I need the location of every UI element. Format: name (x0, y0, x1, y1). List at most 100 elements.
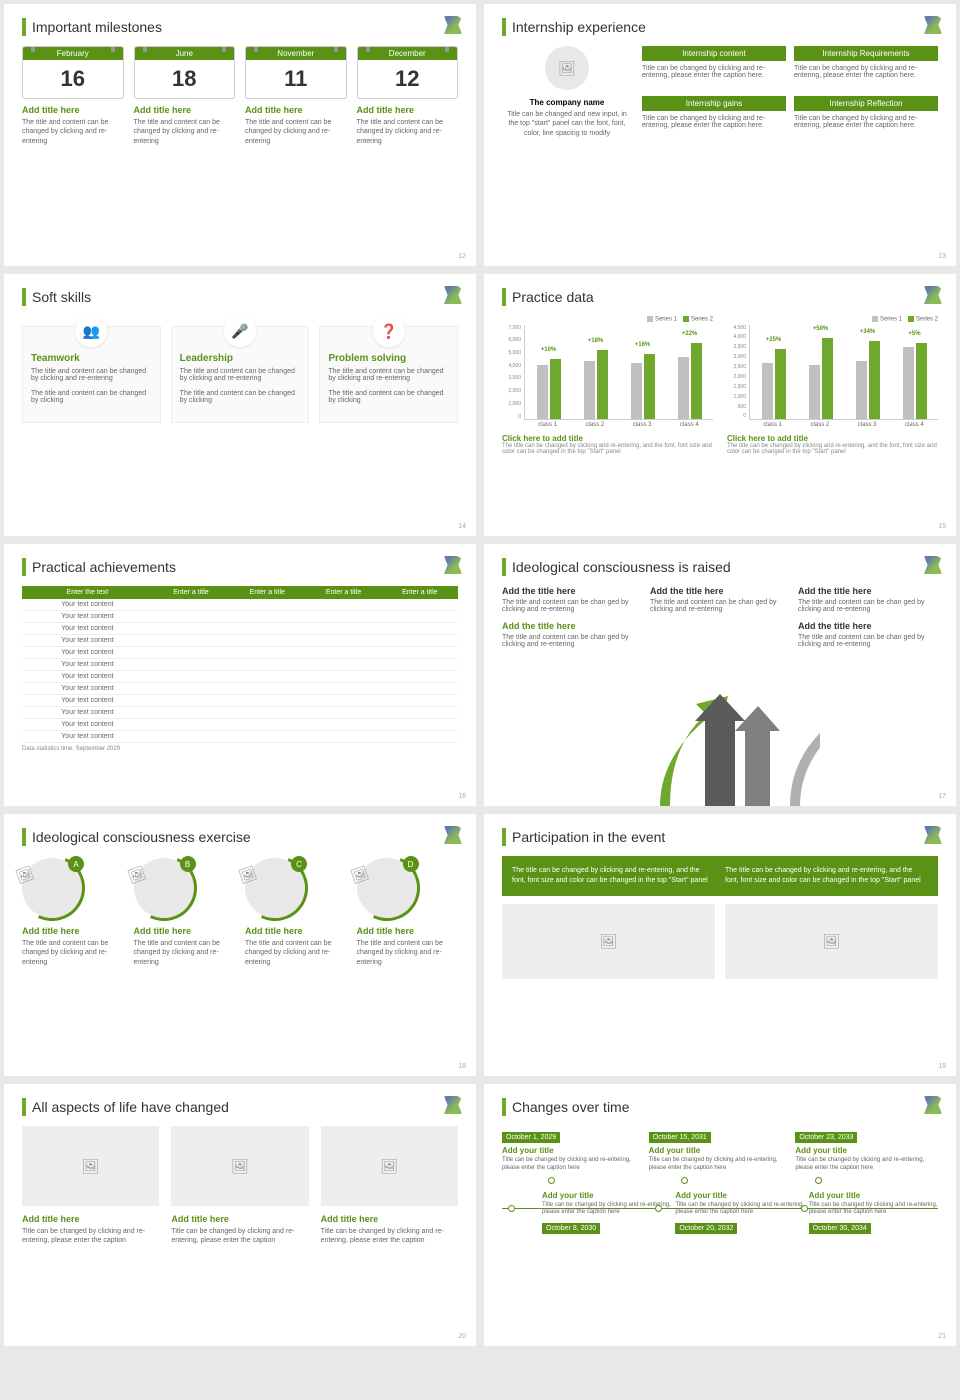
percent-label: +25% (766, 337, 782, 343)
timeline-item-top: October 1, 2029 Add your title Title can… (502, 1126, 645, 1173)
bar-series1 (903, 347, 914, 419)
table-header: Enter a title (382, 586, 458, 599)
timeline-item-top: October 23, 2033 Add your title Title ca… (795, 1126, 938, 1173)
slide-ideological-exercise: Ideological consciousness exercise A Add… (4, 814, 476, 1076)
table-cell: Your text content (22, 611, 153, 623)
table-row: Your text content (22, 707, 458, 719)
table-header: Enter the text (22, 586, 153, 599)
x-label: class 2 (811, 422, 830, 428)
chart-body: The title can be changed by clicking and… (727, 443, 938, 455)
slide-title: Practical achievements (32, 559, 176, 575)
calendar-month: December (358, 47, 458, 60)
bar-series2 (822, 338, 833, 419)
milestone-body: The title and content can be changed by … (22, 118, 124, 146)
internship-box-body: Title can be changed by clicking and re-… (794, 111, 938, 133)
image-placeholder (171, 1126, 308, 1206)
x-label: class 4 (680, 422, 699, 428)
x-label: class 3 (633, 422, 652, 428)
bar-series2 (550, 359, 561, 418)
internship-box-header: Internship content (642, 46, 786, 61)
x-label: class 2 (586, 422, 605, 428)
timeline-title: Add your title (675, 1191, 804, 1200)
bar-series2 (916, 343, 927, 419)
exercise-item: B Add title here The title and content c… (134, 858, 236, 967)
page-number: 20 (458, 1333, 466, 1340)
table-cell: Your text content (22, 635, 153, 647)
slide-title: Participation in the event (512, 829, 665, 845)
milestone-body: The title and content can be changed by … (357, 118, 459, 146)
ideology-title: Add the title here (798, 586, 938, 596)
skill-icon: 🎤 (224, 315, 256, 347)
milestone-item: June 18 Add title here The title and con… (134, 46, 236, 146)
milestone-title: Add title here (357, 105, 459, 115)
table-footer: Data statistics time: September 2029 (22, 746, 458, 752)
slide-soft-skills: Soft skills 👥 Teamwork The title and con… (4, 274, 476, 536)
skill-icon: ❓ (373, 315, 405, 347)
x-label: class 4 (905, 422, 924, 428)
timeline-body: Title can be changed by clicking and re-… (675, 1202, 804, 1218)
ideology-title: Add the title here (798, 621, 938, 631)
exercise-badge: D (403, 856, 419, 872)
bar-group: +18% (584, 350, 608, 418)
timeline-item-bottom: Add your title Title can be changed by c… (675, 1191, 804, 1238)
timeline-body: Title can be changed by clicking and re-… (795, 1157, 938, 1173)
timeline-title: Add your title (502, 1146, 645, 1155)
page-number: 16 (458, 793, 466, 800)
milestone-body: The title and content can be changed by … (134, 118, 236, 146)
internship-box-header: Internship Requirements (794, 46, 938, 61)
aspect-body: Title can be changed by clicking and re-… (22, 1227, 159, 1246)
ideology-body: The title and content can be chan ged by… (502, 599, 642, 613)
slide-title: Internship experience (512, 19, 646, 35)
table-row: Your text content (22, 719, 458, 731)
exercise-image: D (357, 858, 417, 918)
skill-body: The title and content can be changed by … (180, 390, 301, 404)
aspect-title: Add title here (22, 1214, 159, 1224)
timeline-date: October 1, 2029 (502, 1132, 560, 1143)
exercise-body: The title and content can be changed by … (134, 939, 236, 967)
skill-body: The title and content can be changed by … (180, 368, 301, 382)
timeline-body: Title can be changed by clicking and re-… (502, 1157, 645, 1173)
arrows-graphic (620, 686, 820, 806)
table-row: Your text content (22, 611, 458, 623)
exercise-item: A Add title here The title and content c… (22, 858, 124, 967)
aspect-title: Add title here (171, 1214, 308, 1224)
bar-group: +16% (631, 354, 655, 418)
percent-label: +18% (588, 338, 604, 344)
skill-card: 👥 Teamwork The title and content can be … (22, 326, 161, 423)
skill-title: Problem solving (328, 353, 449, 364)
percent-label: +10% (541, 347, 557, 353)
skill-body: The title and content can be changed by … (31, 368, 152, 382)
slide-participation: Participation in the event The title can… (484, 814, 956, 1076)
calendar-icon: December 12 (357, 46, 459, 99)
slide-title: Changes over time (512, 1099, 630, 1115)
timeline-title: Add your title (649, 1146, 792, 1155)
ideology-title: Add the title here (650, 586, 790, 596)
participation-text-2: The title can be changed by clicking and… (725, 866, 928, 886)
aspect-body: Title can be changed by clicking and re-… (171, 1227, 308, 1246)
skill-card: 🎤 Leadership The title and content can b… (171, 326, 310, 423)
internship-box-body: Title can be changed by clicking and re-… (642, 61, 786, 83)
bar-group: +50% (809, 338, 833, 419)
timeline-title: Add your title (809, 1191, 938, 1200)
table-cell: Your text content (22, 707, 153, 719)
company-body: Title can be changed and new input, in t… (502, 110, 632, 138)
calendar-month: February (23, 47, 123, 60)
skill-icon: 👥 (75, 315, 107, 347)
timeline-date: October 30, 2034 (809, 1223, 871, 1234)
skill-body: The title and content can be changed by … (328, 390, 449, 404)
table-header: Enter a title (229, 586, 305, 599)
skill-title: Teamwork (31, 353, 152, 364)
bar-series2 (597, 350, 608, 418)
internship-box: Internship content Title can be changed … (642, 46, 786, 88)
percent-label: +34% (860, 329, 876, 335)
page-number: 14 (458, 523, 466, 530)
internship-box-body: Title can be changed by clicking and re-… (794, 61, 938, 83)
timeline-body: Title can be changed by clicking and re-… (809, 1202, 938, 1218)
table-row: Your text content (22, 683, 458, 695)
bar-series1 (631, 363, 642, 418)
x-label: class 1 (538, 422, 557, 428)
aspect-title: Add title here (321, 1214, 458, 1224)
timeline-dot (815, 1177, 822, 1184)
bar-series1 (584, 361, 595, 419)
slide-title: Soft skills (32, 289, 91, 305)
